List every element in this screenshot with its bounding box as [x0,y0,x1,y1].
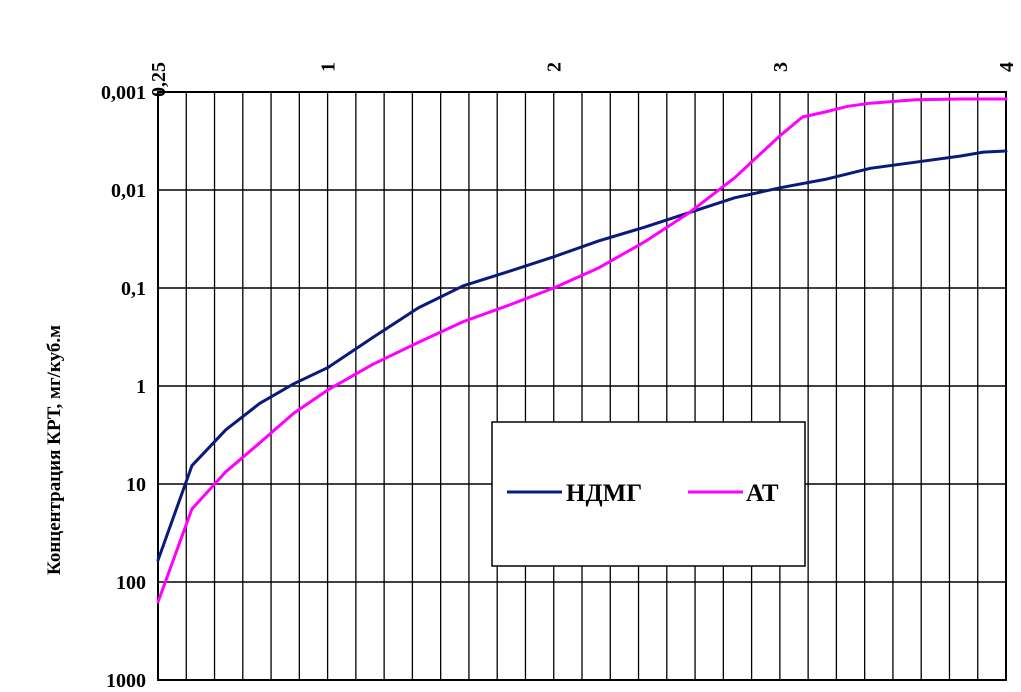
series-layer [156,97,1008,604]
x-tick-label: 4 [996,62,1018,72]
y-tick-label: 0,1 [121,278,146,300]
y-tick-labels: 0,001 0,01 0,1 1 10 100 1000 [101,82,146,692]
y-tick-label: 10 [126,474,146,496]
y-tick-label: 0,01 [111,180,146,202]
y-tick-label: 100 [116,572,146,594]
y-tick-label: 1 [136,376,146,398]
legend: НДМГ АТ [491,421,806,567]
y-tick-label: 0,001 [101,82,146,104]
legend-box [491,421,806,567]
x-tick-label: 0,25 [148,62,170,97]
y-axis-label: Концентрация КРТ, мг/куб.м [44,325,65,575]
grid [158,91,1006,681]
legend-label-at: АТ [746,480,779,507]
plot-frame [157,91,1007,681]
x-tick-label: 2 [544,62,566,72]
series-line-0 [156,149,1008,562]
x-tick-label: 1 [318,62,340,72]
legend-label-ndmg: НДМГ [566,480,642,507]
x-tick-label: 3 [770,62,792,72]
y-tick-label: 1000 [106,670,146,692]
x-tick-labels: 0,25 1 2 3 4 [148,62,1018,97]
